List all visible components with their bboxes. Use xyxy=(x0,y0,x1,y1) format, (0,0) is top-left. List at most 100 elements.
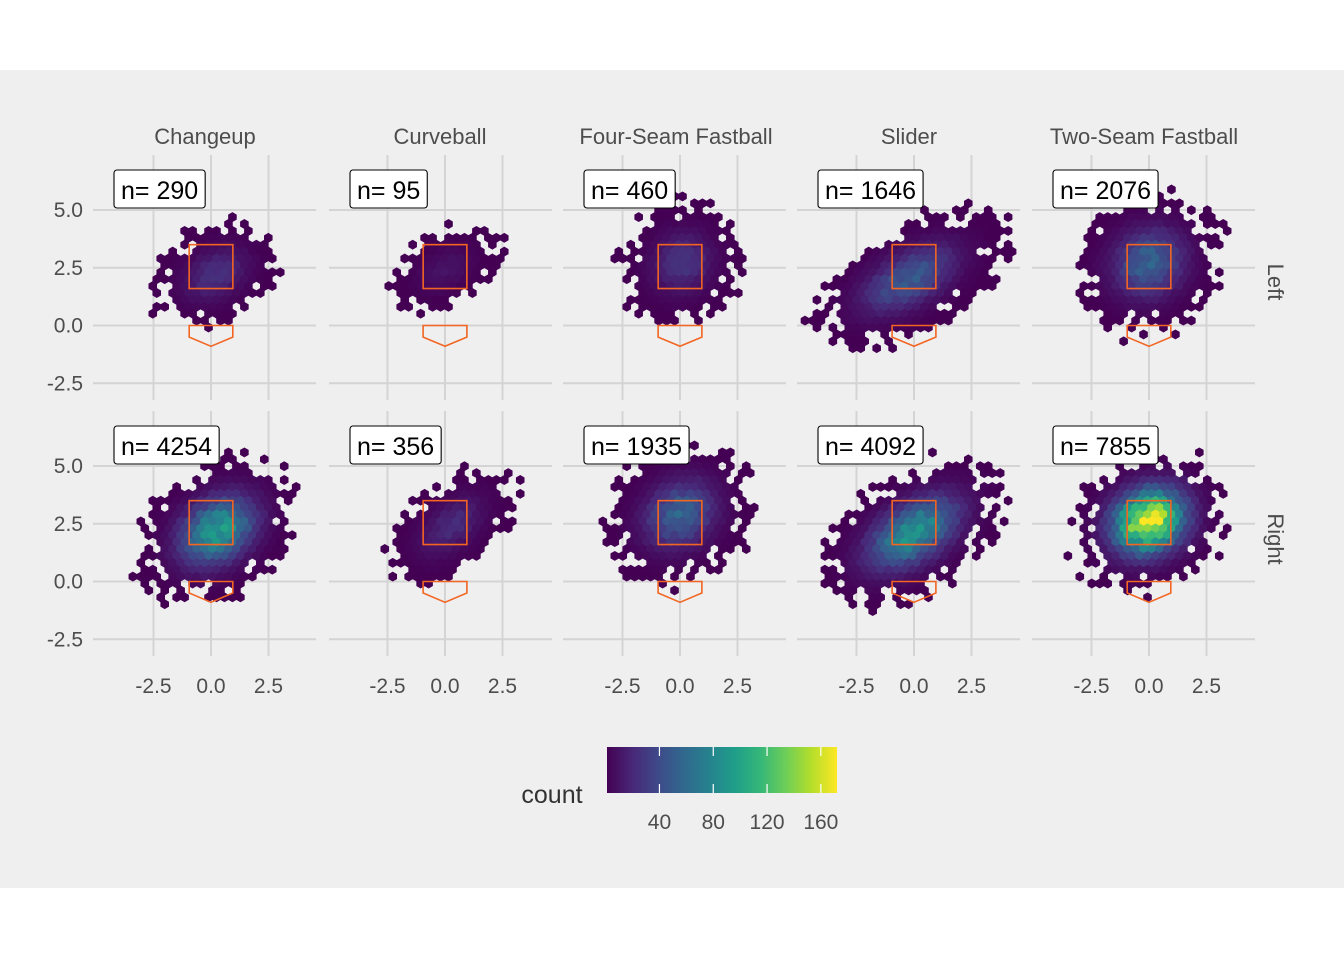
hexbin-cell xyxy=(971,537,981,548)
strike-zone xyxy=(1126,499,1172,546)
hexbin-cell xyxy=(824,571,834,582)
hexbin-cell xyxy=(204,308,213,319)
hexbin-cell xyxy=(267,481,277,492)
hexbin-cell xyxy=(1079,523,1089,534)
hexbin-cell xyxy=(232,571,241,582)
hexbin-cell xyxy=(432,253,441,264)
hexbin-cell xyxy=(860,336,870,347)
hexbin-cell xyxy=(224,447,233,458)
home-plate xyxy=(891,580,937,604)
hexbin-cell xyxy=(1119,578,1128,589)
hexbin-cell xyxy=(496,509,505,520)
hexbin-cell xyxy=(396,544,405,554)
strip-column-4: Slider xyxy=(881,124,937,149)
hexbin-cell xyxy=(168,246,177,257)
hexbin-cell xyxy=(1143,592,1152,603)
hexbin-cell xyxy=(682,523,691,534)
hexbin-cell xyxy=(1115,475,1124,485)
hexbin-cell xyxy=(476,475,485,485)
hexbin-cell xyxy=(224,530,233,541)
hexbin-cell xyxy=(180,239,189,250)
hexbin-cell xyxy=(176,585,185,596)
hexbin-cell xyxy=(682,225,691,236)
hexbin-cell xyxy=(240,288,249,298)
hexbin-cell xyxy=(180,564,189,575)
hexbin-cell xyxy=(702,288,711,298)
hexbin-cell xyxy=(694,232,703,243)
hexbin-cell xyxy=(228,212,237,223)
hexbin-cell xyxy=(848,557,858,568)
hexbin-cell xyxy=(614,475,624,485)
hexbin-cell xyxy=(1131,488,1140,499)
hexbin-cell xyxy=(868,267,877,278)
hexbin-cell xyxy=(968,274,977,285)
hexbin-cell xyxy=(176,288,185,298)
hexbin-cell xyxy=(610,523,620,534)
hexbin-cell xyxy=(192,516,201,527)
hexbin-cell xyxy=(610,537,620,548)
hexbin-cell xyxy=(1183,468,1192,479)
hexbin-cell xyxy=(1075,288,1085,298)
hexbin-cell xyxy=(690,225,699,236)
hexbin-cell xyxy=(686,516,695,527)
hexbin-cell xyxy=(1203,232,1212,243)
hexbin-cell xyxy=(920,585,929,596)
hexbin-cell xyxy=(844,564,854,575)
hexbin-cell xyxy=(436,260,445,271)
hexbin-cell xyxy=(448,523,457,534)
hexbin-cell xyxy=(956,212,965,223)
hexbin-cell xyxy=(444,544,453,554)
hexbin-cell xyxy=(216,516,225,527)
hexbin-cell xyxy=(176,260,185,271)
hexbin-cell xyxy=(928,557,937,568)
hexbin-cell xyxy=(216,246,225,257)
hexbin-cell xyxy=(432,481,441,492)
hexbin-cell xyxy=(404,516,413,527)
hexbin-cell xyxy=(876,267,885,278)
hexbin-cell xyxy=(1119,239,1128,250)
hexbin-cell xyxy=(971,495,981,506)
hexbin-cell xyxy=(662,246,671,257)
facet-strips: Changeup Curveball Four-Seam Fastball Sl… xyxy=(154,124,1288,565)
hexbin-cell xyxy=(880,246,889,257)
hexbin-cell xyxy=(646,232,655,243)
hexbin-cell xyxy=(216,274,225,285)
hexbin-cell xyxy=(940,212,949,223)
hexbin-cell xyxy=(428,246,437,257)
hexbin-cell xyxy=(420,571,429,582)
hexbin-cell xyxy=(1155,488,1164,499)
hexbin-cell xyxy=(444,219,453,229)
hexbin-cell xyxy=(275,267,285,278)
hexbin-cell xyxy=(1079,481,1089,492)
hexbin-cell xyxy=(944,502,953,513)
hexbin-cell xyxy=(260,253,269,264)
hexbin-cell xyxy=(287,530,297,541)
n-label-box xyxy=(113,169,206,209)
hexbin-cell xyxy=(932,481,941,492)
hexbin-cell xyxy=(404,557,413,568)
hexbin-cell xyxy=(864,301,873,312)
hexbin-cell xyxy=(232,530,241,541)
hexbin-cell xyxy=(404,301,413,312)
hexbin-cell xyxy=(634,564,643,575)
hexbin-cell xyxy=(468,516,477,527)
hexbin-cell xyxy=(944,516,953,527)
hexbin-cell xyxy=(722,267,731,278)
hexbin-cell xyxy=(884,308,893,319)
hexbin-cell xyxy=(176,571,185,582)
n-label-text: n= 4254 xyxy=(121,433,212,461)
hexbin-cell xyxy=(200,488,209,499)
hexbin-cell xyxy=(848,571,858,582)
hexbin-cell xyxy=(876,281,885,292)
hexbin-cell xyxy=(924,212,933,223)
hexbin-cell xyxy=(872,544,881,554)
hexbin-cell xyxy=(904,502,913,513)
x-tick-label: -2.5 xyxy=(604,675,640,698)
n-label: n= 1646 xyxy=(817,169,924,209)
hexbin-cell xyxy=(436,544,445,554)
hexbin-cell xyxy=(856,301,866,312)
hexbin-cell xyxy=(264,530,273,541)
hexbin-cell xyxy=(1143,481,1152,492)
hexbin-cell xyxy=(420,557,429,568)
hexbin-cell xyxy=(722,281,731,292)
